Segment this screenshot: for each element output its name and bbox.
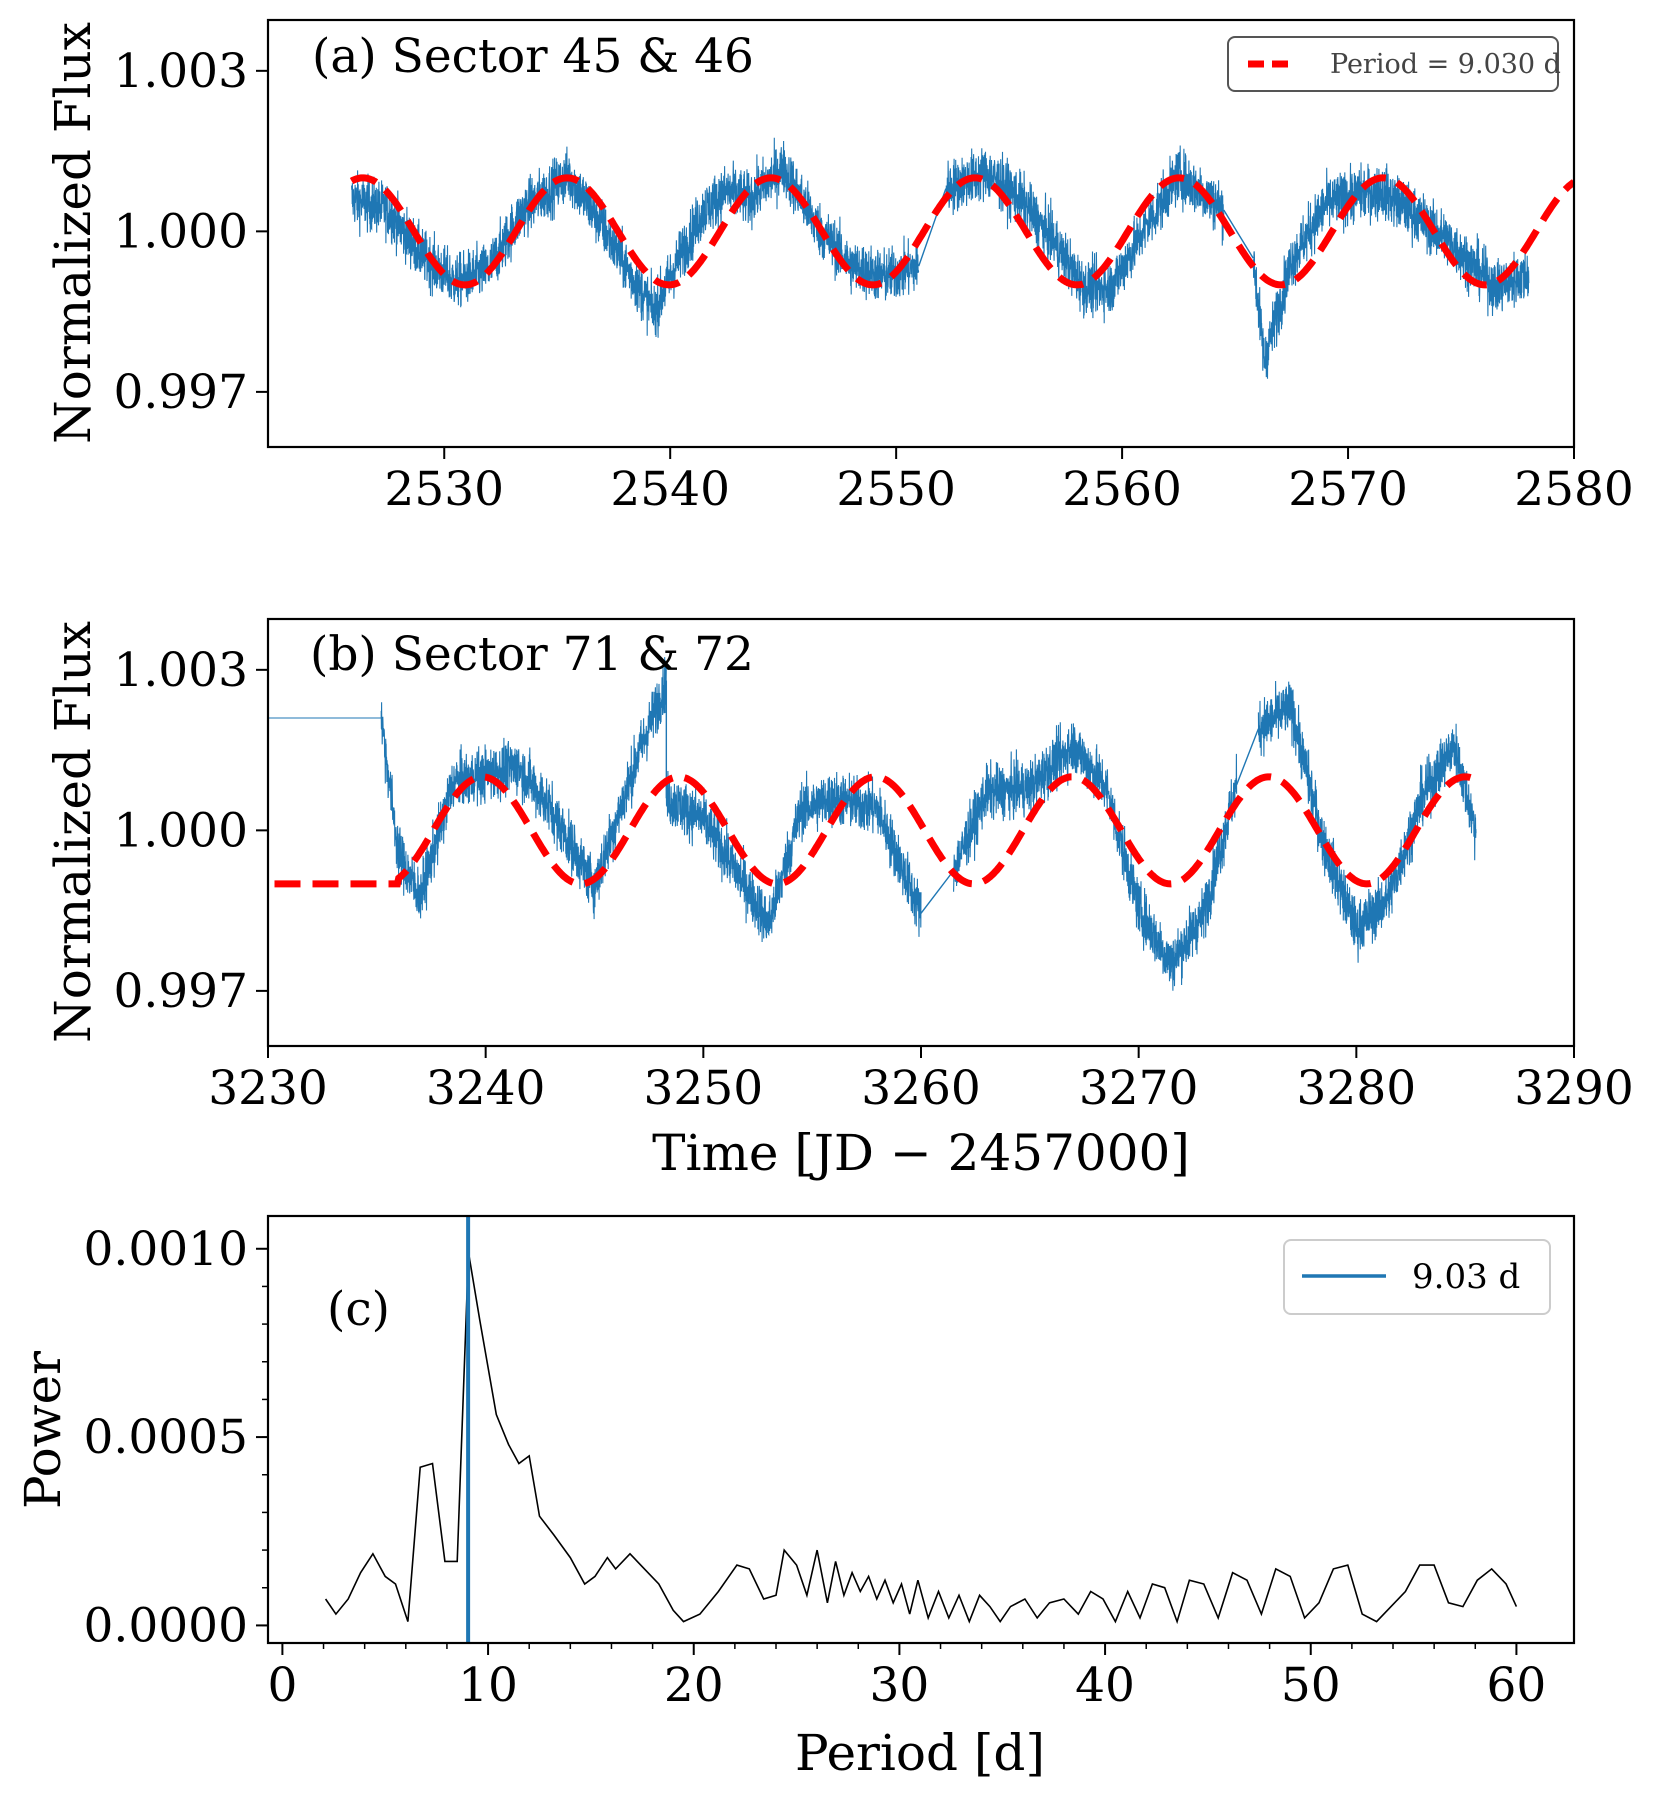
panel-b-ytick-label: 1.003 <box>113 643 248 698</box>
panel-b-xtick-label: 3230 <box>208 1061 328 1116</box>
panel-b-lightcurve-segment <box>953 722 1238 991</box>
panel-a-legend-box <box>1227 36 1559 92</box>
panel-a-xtick-label: 2540 <box>610 462 730 517</box>
panel-c-ytick-label: 0.0005 <box>84 1410 248 1465</box>
panel-b-label: (b) Sector 71 & 72 <box>310 627 754 682</box>
panel-c-xtick-label: 50 <box>1281 1658 1341 1713</box>
panel-c-xtick-label: 0 <box>267 1658 297 1713</box>
panel-b-xtick-label: 3280 <box>1297 1061 1417 1116</box>
panel-c-xtick-label: 20 <box>664 1658 724 1713</box>
panel-a-ylabel: Normalized Flux <box>44 22 102 444</box>
panel-a: 2530 2540 2550 2560 2570 25800.9971.0001.003 … <box>44 18 1634 517</box>
panel-b-ytick-label: 0.997 <box>113 964 248 1019</box>
panel-b-xtick-label: 3240 <box>426 1061 546 1116</box>
panel-a-model-curve <box>349 174 1574 289</box>
panel-a-label: (a) Sector 45 & 46 <box>312 29 754 84</box>
panel-b-xtick-label: 3270 <box>1079 1061 1199 1116</box>
panel-a-xtick-label: 2530 <box>384 462 504 517</box>
panel-b-xlabel: Time [JD − 2457000] <box>652 1124 1190 1182</box>
panel-b: 3230 3240 3250 3260 3270 3280 3290 0.997 1.000 1.… <box>44 617 1634 1182</box>
panel-b-ytick-label: 1.000 <box>113 803 248 858</box>
panel-a-ytick-label: 1.003 <box>113 44 248 99</box>
panel-b-ylabel: Normalized Flux <box>44 621 102 1043</box>
panel-a-ytick-label: 0.997 <box>113 365 248 420</box>
panel-c: 0 10 20 30 40 50 60 0.0000 0.0005 0.0010 Power Pe… <box>14 1214 1576 1782</box>
panel-c-ytick-label: 0.0000 <box>84 1598 248 1653</box>
panel-c-legend-label: 9.03 d <box>1412 1257 1520 1297</box>
panel-a-xtick-label: 2570 <box>1288 462 1408 517</box>
panel-c-xtick-label: 30 <box>869 1658 929 1713</box>
panel-a-xtick-label: 2560 <box>1062 462 1182 517</box>
panel-b-lightcurve-segment <box>268 657 667 920</box>
panel-a-ytick-label: 1.000 <box>113 204 248 259</box>
panel-b-xtick-label: 3290 <box>1514 1061 1634 1116</box>
panel-a-xtick-label: 2550 <box>836 462 956 517</box>
panel-c-xtick-label: 60 <box>1487 1658 1547 1713</box>
panel-b-xtick-label: 3260 <box>861 1061 981 1116</box>
panel-c-legend: 9.03 d <box>1283 1239 1551 1315</box>
panel-a-lightcurve-segment <box>945 145 1225 324</box>
panel-b-lightcurve-gap <box>920 870 955 914</box>
panel-b-frame <box>266 617 1576 1048</box>
panel-c-xtick-label: 40 <box>1075 1658 1135 1713</box>
panel-c-periodogram-line <box>324 1252 1518 1625</box>
panel-a-legend: Period = 9.030 d <box>1227 36 1561 92</box>
panel-b-lightcurve-segment <box>665 770 922 943</box>
panel-c-xlabel: Period [d] <box>795 1724 1045 1782</box>
panel-c-ylabel: Power <box>14 1351 72 1509</box>
panel-a-frame <box>266 18 1576 449</box>
panel-a-lightcurve-segment <box>1252 162 1530 379</box>
panel-c-xtick-label: 10 <box>458 1658 518 1713</box>
panel-b-model-curve <box>274 773 1478 888</box>
panel-b-lightcurve-gap <box>1235 728 1260 786</box>
panel-a-lightcurve-gap <box>1223 209 1254 259</box>
panel-c-label: (c) <box>327 1282 390 1337</box>
panel-c-ytick-label: 0.0010 <box>84 1222 248 1277</box>
panel-c-frame <box>266 1214 1576 1645</box>
panel-b-xtick-label: 3250 <box>644 1061 764 1116</box>
panel-a-legend-label: Period = 9.030 d <box>1330 49 1561 80</box>
panel-a-lightcurve-segment <box>351 146 655 336</box>
panel-b-lightcurve-segment <box>1257 680 1477 963</box>
panel-c-legend-box <box>1283 1239 1551 1315</box>
panel-a-xtick-label: 2580 <box>1514 462 1634 517</box>
panel-a-lightcurve-segment <box>653 137 920 338</box>
